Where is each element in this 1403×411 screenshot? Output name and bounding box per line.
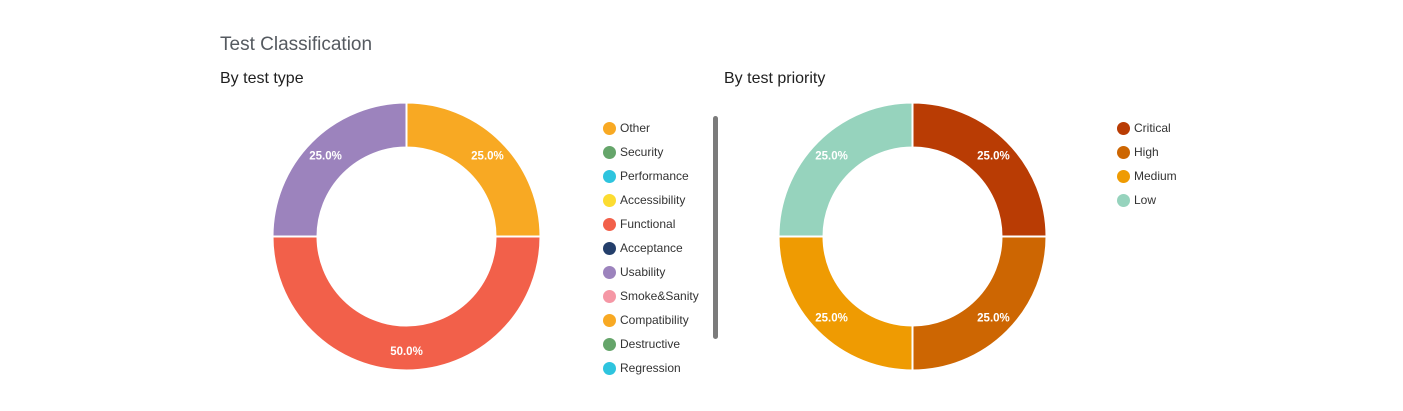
- slice-label-medium: 25.0%: [815, 312, 848, 324]
- legend-item-accessibility[interactable]: Accessibility: [603, 188, 699, 212]
- legend-item-destructive[interactable]: Destructive: [603, 332, 699, 356]
- legend-test-type: Other Security Performance Accessibility Fun…: [603, 116, 699, 380]
- legend-item-usability[interactable]: Usability: [603, 260, 699, 284]
- slice-critical[interactable]: [911, 101, 1048, 238]
- legend-item-compatibility[interactable]: Compatibility: [603, 308, 699, 332]
- slice-high[interactable]: [911, 235, 1048, 372]
- legend-marker: [603, 145, 616, 159]
- legend-item-acceptance[interactable]: Acceptance: [603, 236, 699, 260]
- legend-test-priority: Critical High Medium Low: [1117, 116, 1177, 212]
- legend-label: Destructive: [620, 337, 681, 351]
- slice-functional[interactable]: [271, 235, 542, 372]
- slice-label-usability: 25.0%: [309, 151, 342, 163]
- legend-marker: [1117, 169, 1130, 183]
- slice-low[interactable]: [777, 101, 914, 238]
- slice-usability[interactable]: [271, 101, 408, 238]
- slice-label-other: 25.0%: [471, 151, 504, 163]
- legend-item-critical[interactable]: Critical: [1117, 116, 1177, 140]
- slice-label-critical: 25.0%: [977, 151, 1010, 163]
- legend-item-low[interactable]: Low: [1117, 188, 1177, 212]
- legend-marker: [1117, 121, 1130, 135]
- slice-label-functional: 50.0%: [390, 346, 423, 358]
- legend-item-security[interactable]: Security: [603, 140, 699, 164]
- legend-item-smoke-sanity[interactable]: Smoke&Sanity: [603, 284, 699, 308]
- legend-item-other[interactable]: Other: [603, 116, 699, 140]
- legend-label: High: [1134, 145, 1159, 159]
- legend-label: Compatibility: [620, 313, 689, 327]
- slice-medium[interactable]: [777, 235, 914, 372]
- legend-label: Acceptance: [620, 241, 683, 255]
- legend-marker: [603, 313, 616, 327]
- legend-label: Low: [1134, 193, 1157, 207]
- legend-marker: [603, 361, 616, 375]
- legend-marker: [1117, 193, 1130, 207]
- legend-label: Medium: [1134, 169, 1177, 183]
- donut-chart-test-priority: 25.0% 25.0% 25.0% 25.0%: [777, 101, 1048, 372]
- legend-item-medium[interactable]: Medium: [1117, 164, 1177, 188]
- chart-title-test-priority: By test priority: [724, 70, 826, 87]
- legend-marker: [603, 193, 616, 207]
- legend-label: Performance: [620, 169, 689, 183]
- legend-label: Functional: [620, 217, 676, 231]
- legend-label: Regression: [620, 361, 681, 375]
- legend-marker: [603, 337, 616, 351]
- legend-marker: [603, 169, 616, 183]
- legend-item-functional[interactable]: Functional: [603, 212, 699, 236]
- legend-label: Smoke&Sanity: [620, 289, 699, 303]
- legend-scrollbar[interactable]: [713, 116, 718, 339]
- legend-marker: [603, 241, 616, 255]
- legend-marker: [603, 265, 616, 279]
- legend-marker: [603, 217, 616, 231]
- legend-label: Usability: [620, 265, 666, 279]
- legend-marker: [1117, 145, 1130, 159]
- legend-label: Accessibility: [620, 193, 686, 207]
- slice-label-high: 25.0%: [977, 312, 1010, 324]
- legend-marker: [603, 121, 616, 135]
- slice-other[interactable]: [405, 101, 542, 238]
- slice-label-low: 25.0%: [815, 151, 848, 163]
- chart-title-test-type: By test type: [220, 70, 304, 87]
- legend-label: Security: [620, 145, 664, 159]
- legend-label: Other: [620, 121, 651, 135]
- legend-item-performance[interactable]: Performance: [603, 164, 699, 188]
- legend-marker: [603, 289, 616, 303]
- page-title: Test Classification: [220, 34, 373, 55]
- legend-item-regression[interactable]: Regression: [603, 356, 699, 380]
- legend-label: Critical: [1134, 121, 1171, 135]
- donut-chart-test-type: 25.0% 50.0% 25.0%: [271, 101, 542, 372]
- legend-item-high[interactable]: High: [1117, 140, 1177, 164]
